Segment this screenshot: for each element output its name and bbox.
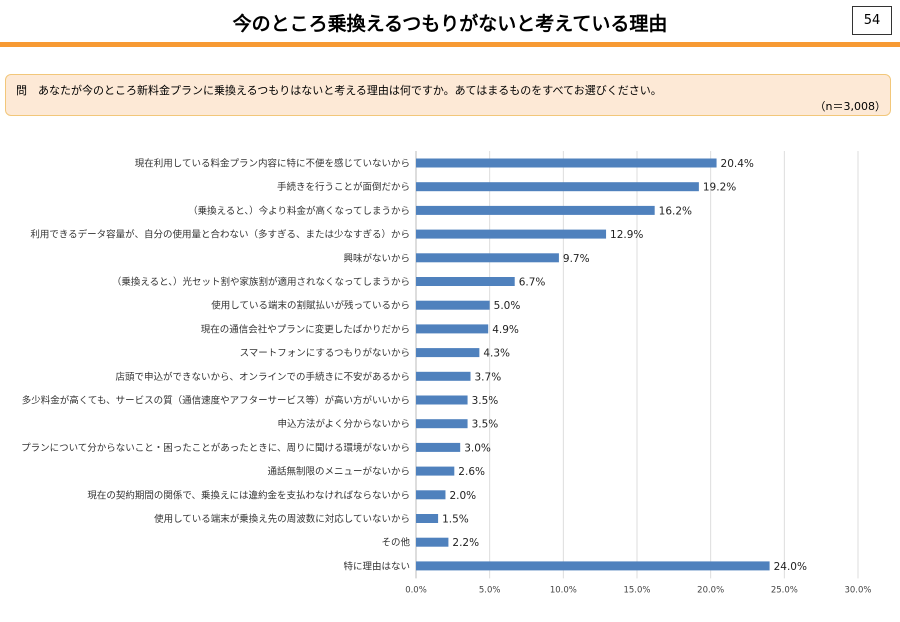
data-label: 3.5%: [472, 395, 499, 407]
category-label: 特に理由はない: [343, 560, 410, 572]
data-label: 3.0%: [464, 442, 491, 454]
bar: [416, 229, 607, 239]
category-label: 利用できるデータ容量が、自分の使用量と合わない（多すぎる、または少なすぎる）から: [30, 229, 410, 241]
data-label: 1.5%: [442, 514, 469, 526]
data-label: 9.7%: [563, 253, 590, 265]
category-label: 現在利用している料金プラン内容に特に不便を感じていないから: [135, 158, 410, 170]
bar: [416, 514, 439, 523]
category-label: 多少料金が高くても、サービスの質（通信速度やアフターサービス等）が高い方がいいか…: [22, 395, 410, 407]
category-label: 現在の通信会社やプランに変更したばかりだから: [201, 323, 410, 335]
data-label: 6.7%: [519, 277, 546, 289]
category-label: 店頭で申込ができないから、オンラインでの手続きに不安があるから: [115, 371, 410, 383]
bar: [416, 371, 471, 381]
question-box: 問 あなたが今のところ新料金プランに乗換えるつもりはないと考える理由は何ですか。…: [5, 74, 891, 116]
x-tick-label: 30.0%: [844, 585, 871, 595]
bar: [416, 348, 480, 358]
bar: [416, 253, 559, 263]
bar: [416, 182, 699, 192]
category-label: （乗換えると、）今より料金が高くなってしまうから: [188, 205, 410, 217]
x-tick-label: 25.0%: [771, 585, 798, 595]
bar: [416, 205, 655, 215]
data-label: 19.2%: [703, 182, 736, 194]
data-label: 3.7%: [475, 371, 502, 383]
category-label: 興味がないから: [343, 252, 410, 264]
x-tick-label: 15.0%: [623, 585, 650, 595]
page-title: 今のところ乗換えるつもりがないと考えている理由: [232, 13, 668, 35]
x-tick-label: 10.0%: [550, 585, 577, 595]
data-label: 4.3%: [483, 348, 510, 360]
category-label: 申込方法がよく分からないから: [277, 418, 410, 430]
data-label: 16.2%: [659, 205, 692, 217]
question-text: 問 あなたが今のところ新料金プランに乗換えるつもりはないと考える理由は何ですか。…: [16, 84, 662, 97]
category-label: スマートフォンにするつもりがないから: [240, 347, 410, 359]
sample-size: （n＝3,008）: [814, 100, 886, 113]
page-number: 54: [852, 6, 892, 35]
bar: [416, 300, 490, 310]
accent-bar: [0, 42, 900, 47]
category-label: 使用している端末が乗換え先の周波数に対応していないから: [154, 513, 410, 525]
bar: [416, 466, 455, 476]
data-label: 5.0%: [494, 300, 521, 312]
bar: [416, 324, 489, 334]
x-tick-label: 20.0%: [697, 585, 724, 595]
data-label: 2.6%: [458, 466, 485, 478]
x-tick-label: 5.0%: [479, 585, 501, 595]
bar: [416, 158, 717, 168]
bar: [416, 442, 461, 452]
category-label: 現在の契約期間の関係で、乗換えには違約金を支払わなければならないから: [87, 489, 410, 501]
bar: [416, 277, 515, 286]
data-label: 2.0%: [449, 490, 476, 502]
data-label: 4.9%: [492, 324, 519, 336]
data-label: 2.2%: [452, 537, 479, 549]
data-label: 20.4%: [721, 158, 754, 170]
bar: [416, 537, 449, 547]
bar: [416, 395, 468, 405]
category-label: その他: [381, 537, 410, 549]
bar: [416, 561, 770, 571]
category-label: 使用している端末の割賦払いが残っているから: [211, 300, 410, 312]
bar-chart: 0.0% 5.0% 10.0% 15.0% 20.0% 25.0% 30.0% 現在利用してい…: [21, 151, 872, 595]
data-label: 12.9%: [610, 229, 643, 241]
x-tick-label: 0.0%: [405, 585, 427, 595]
category-label: （乗換えると、）光セット割や家族割が適用されなくなってしまうから: [112, 276, 410, 288]
category-label: プランについて分からないこと・困ったことがあったときに、周りに聞ける環境がないか…: [21, 442, 410, 454]
data-label: 24.0%: [774, 561, 807, 573]
data-label: 3.5%: [472, 419, 499, 431]
category-label: 手続きを行うことが面倒だから: [277, 181, 410, 193]
bar: [416, 419, 468, 429]
category-label: 通話無制限のメニューがないから: [267, 466, 410, 478]
bar: [416, 490, 446, 500]
